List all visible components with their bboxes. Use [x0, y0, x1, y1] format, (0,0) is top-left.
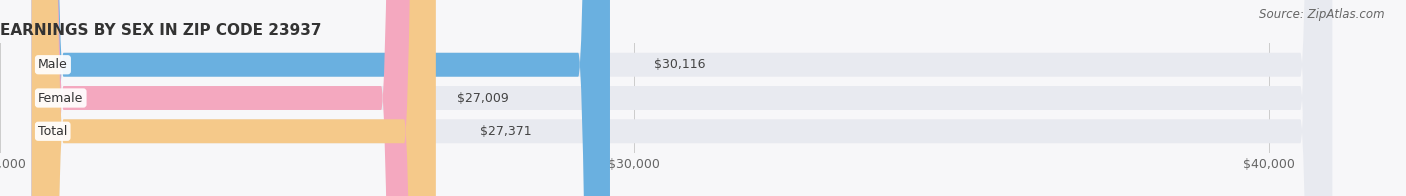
Text: $27,371: $27,371 — [481, 125, 531, 138]
FancyBboxPatch shape — [32, 0, 413, 196]
Text: EARNINGS BY SEX IN ZIP CODE 23937: EARNINGS BY SEX IN ZIP CODE 23937 — [0, 23, 322, 38]
FancyBboxPatch shape — [32, 0, 1331, 196]
FancyBboxPatch shape — [32, 0, 610, 196]
Text: Source: ZipAtlas.com: Source: ZipAtlas.com — [1260, 8, 1385, 21]
Text: $30,116: $30,116 — [654, 58, 706, 71]
FancyBboxPatch shape — [32, 0, 1331, 196]
Text: $27,009: $27,009 — [457, 92, 509, 104]
Text: Female: Female — [38, 92, 83, 104]
FancyBboxPatch shape — [32, 0, 1331, 196]
Text: Total: Total — [38, 125, 67, 138]
FancyBboxPatch shape — [32, 0, 436, 196]
Text: Male: Male — [38, 58, 67, 71]
